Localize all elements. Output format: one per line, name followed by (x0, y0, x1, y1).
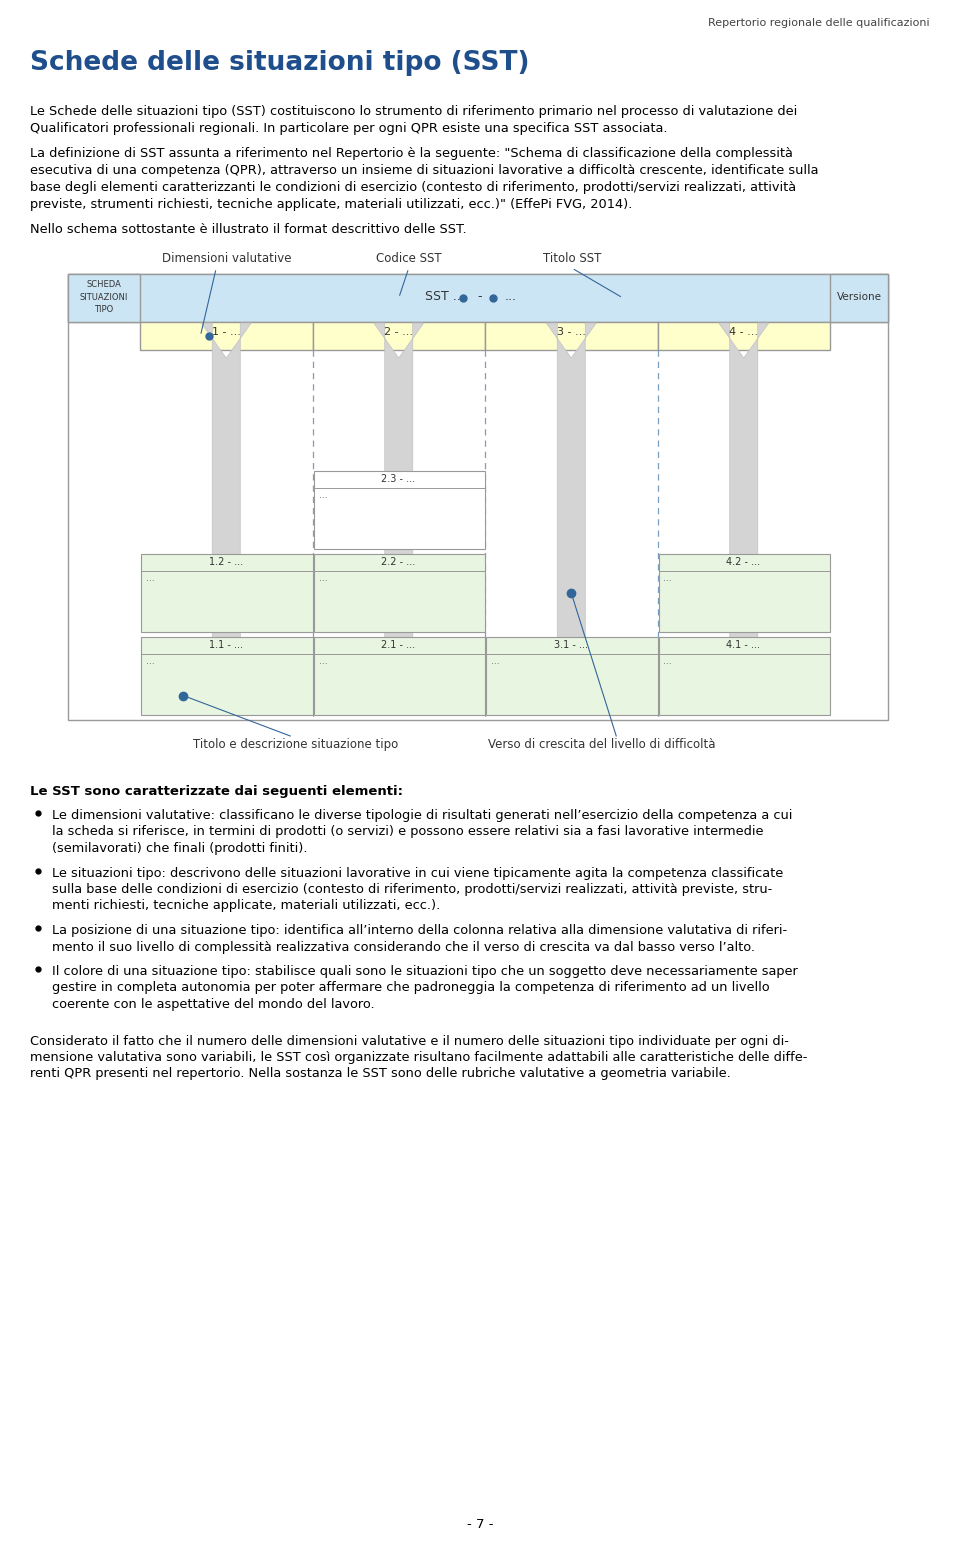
Text: 4.1 - ...: 4.1 - ... (727, 641, 760, 650)
Text: 2.2 - ...: 2.2 - ... (381, 557, 416, 567)
Text: Titolo SST: Titolo SST (542, 252, 601, 266)
Text: gestire in completa autonomia per poter affermare che padroneggia la competenza : gestire in completa autonomia per poter … (52, 982, 770, 994)
Bar (140, 323, 313, 350)
Bar (68, 273, 888, 323)
Text: Dimensioni valutative: Dimensioni valutative (161, 252, 291, 266)
Polygon shape (546, 323, 596, 712)
Text: esecutiva di una competenza (QPR), attraverso un insieme di situazioni lavorativ: esecutiva di una competenza (QPR), attra… (30, 164, 819, 178)
Text: Repertorio regionale delle qualificazioni: Repertorio regionale delle qualificazion… (708, 19, 930, 28)
Bar (313, 323, 485, 350)
Text: la scheda si riferisce, in termini di prodotti (o servizi) e possono essere rela: la scheda si riferisce, in termini di pr… (52, 826, 763, 838)
Text: Codice SST: Codice SST (376, 252, 442, 266)
Bar (68, 273, 888, 720)
Text: Verso di crescita del livello di difficoltà: Verso di crescita del livello di diffico… (488, 738, 715, 750)
Text: (semilavorati) che finali (prodotti finiti).: (semilavorati) che finali (prodotti fini… (52, 841, 307, 855)
Polygon shape (373, 323, 423, 712)
Text: Versione: Versione (836, 292, 881, 303)
Text: Titolo e descrizione situazione tipo: Titolo e descrizione situazione tipo (193, 738, 397, 750)
Text: Qualificatori professionali regionali. In particolare per ogni QPR esiste una sp: Qualificatori professionali regionali. I… (30, 122, 667, 134)
Bar (141, 638, 313, 715)
Text: Nello schema sottostante è illustrato il format descrittivo delle SST.: Nello schema sottostante è illustrato il… (30, 222, 467, 236)
Text: 2 - ...: 2 - ... (384, 327, 413, 337)
Text: ...: ... (146, 574, 155, 584)
Text: - 7 -: - 7 - (467, 1518, 493, 1532)
Text: ...: ... (491, 658, 499, 665)
Text: mensione valutativa sono variabili, le SST così organizzate risultano facilmente: mensione valutativa sono variabili, le S… (30, 1051, 807, 1064)
Text: ...: ... (663, 574, 672, 584)
Text: ...: ... (663, 658, 672, 665)
Text: menti richiesti, tecniche applicate, materiali utilizzati, ecc.).: menti richiesti, tecniche applicate, mat… (52, 900, 441, 913)
Text: Le situazioni tipo: descrivono delle situazioni lavorative in cui viene tipicame: Le situazioni tipo: descrivono delle sit… (52, 866, 783, 880)
Bar (141, 554, 313, 631)
Text: 4.2 - ...: 4.2 - ... (726, 557, 760, 567)
Polygon shape (719, 323, 769, 712)
Bar (658, 323, 830, 350)
Polygon shape (202, 323, 252, 712)
Text: previste, strumenti richiesti, tecniche applicate, materiali utilizzati, ecc.)" : previste, strumenti richiesti, tecniche … (30, 198, 633, 212)
Text: Il colore di una situazione tipo: stabilisce quali sono le situazioni tipo che u: Il colore di una situazione tipo: stabil… (52, 965, 798, 977)
Text: ...: ... (146, 658, 155, 665)
Bar (485, 323, 658, 350)
Text: SST ...: SST ... (425, 290, 465, 303)
Text: SCHEDA
SITUAZIONI
TIPO: SCHEDA SITUAZIONI TIPO (80, 279, 129, 313)
Bar (68, 273, 140, 323)
Text: ...: ... (319, 491, 327, 500)
Text: sulla base delle condizioni di esercizio (contesto di riferimento, prodotti/serv: sulla base delle condizioni di esercizio… (52, 883, 772, 896)
Text: mento il suo livello di complessità realizzativa considerando che il verso di cr: mento il suo livello di complessità real… (52, 940, 755, 954)
Text: Considerato il fatto che il numero delle dimensioni valutative e il numero delle: Considerato il fatto che il numero delle… (30, 1034, 789, 1047)
Text: Le Schede delle situazioni tipo (SST) costituiscono lo strumento di riferimento : Le Schede delle situazioni tipo (SST) co… (30, 105, 797, 117)
Text: Le SST sono caratterizzate dai seguenti elementi:: Le SST sono caratterizzate dai seguenti … (30, 784, 403, 798)
Text: 1.2 - ...: 1.2 - ... (208, 557, 243, 567)
Text: 3 - ...: 3 - ... (557, 327, 586, 337)
Text: La definizione di SST assunta a riferimento nel Repertorio è la seguente: "Schem: La definizione di SST assunta a riferime… (30, 147, 793, 161)
Text: base degli elementi caratterizzanti le condizioni di esercizio (contesto di rife: base degli elementi caratterizzanti le c… (30, 181, 796, 195)
Bar (314, 554, 485, 631)
Text: ...: ... (505, 290, 517, 303)
Text: ...: ... (319, 658, 327, 665)
Text: -: - (478, 290, 482, 303)
Bar (659, 554, 830, 631)
Text: 2.1 - ...: 2.1 - ... (381, 641, 416, 650)
Text: renti QPR presenti nel repertorio. Nella sostanza le SST sono delle rubriche val: renti QPR presenti nel repertorio. Nella… (30, 1067, 731, 1081)
Text: 1 - ...: 1 - ... (212, 327, 241, 337)
Bar (314, 471, 485, 550)
Bar (659, 638, 830, 715)
Text: 1.1 - ...: 1.1 - ... (208, 641, 243, 650)
Text: 2.3 - ...: 2.3 - ... (381, 474, 416, 483)
Bar (314, 638, 485, 715)
Text: Le dimensioni valutative: classificano le diverse tipologie di risultati generat: Le dimensioni valutative: classificano l… (52, 809, 792, 821)
Text: La posizione di una situazione tipo: identifica all’interno della colonna relati: La posizione di una situazione tipo: ide… (52, 923, 787, 937)
Text: 4 - ...: 4 - ... (730, 327, 758, 337)
Text: Schede delle situazioni tipo (SST): Schede delle situazioni tipo (SST) (30, 49, 530, 76)
Bar (830, 273, 888, 323)
Text: coerente con le aspettative del mondo del lavoro.: coerente con le aspettative del mondo de… (52, 997, 374, 1011)
Text: 3.1 - ...: 3.1 - ... (554, 641, 588, 650)
Bar (486, 638, 658, 715)
Text: ...: ... (319, 574, 327, 584)
